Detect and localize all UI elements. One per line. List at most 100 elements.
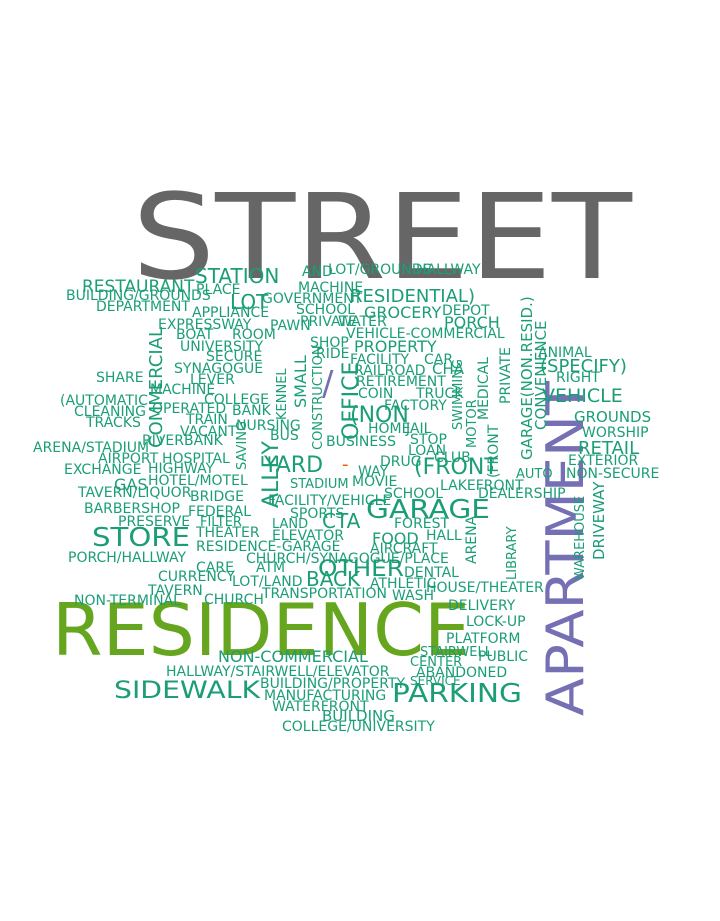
word-residence-garage: RESIDENCE-GARAGE (196, 539, 340, 555)
word-lot-grounds: LOT/GROUNDS (328, 262, 432, 278)
word-parking: PARKING (392, 679, 522, 709)
word-shop: SHOP (310, 335, 349, 351)
word-lakefront: LAKEFRONT (440, 478, 524, 494)
word-yard: YARD (263, 453, 323, 478)
word-medical: MEDICAL (476, 357, 492, 420)
word-loan: LOAN (408, 443, 446, 459)
word-auto: AUTO (516, 467, 553, 482)
word-and: AND (302, 264, 333, 280)
word-station: STATION (195, 264, 279, 288)
word-hall: HALL (426, 528, 462, 544)
word-delivery: DELIVERY (448, 598, 516, 614)
word-facility-vehicle: FACILITY/VEHICLE (268, 493, 391, 509)
word-gas: GAS (114, 475, 148, 494)
word-slash: / (322, 364, 334, 404)
word-filter: FILTER (200, 515, 242, 530)
word-sports: SPORTS (290, 506, 345, 522)
word-lot-land: LOT/LAND (232, 574, 303, 590)
word-library: LIBRARY (505, 526, 520, 580)
word-private-vert: PRIVATE (498, 347, 514, 404)
word-saving: SAVING (235, 421, 250, 470)
word-porch: PORCH (444, 313, 500, 332)
word-university: UNIVERSITY (180, 339, 264, 355)
word-front: (FRONT (414, 455, 498, 480)
word-food: FOOD (372, 529, 419, 548)
word-waterfront: WATERFRONT (272, 699, 369, 715)
word-building-property: BUILDING/PROPERTY (260, 676, 405, 692)
word-pawn: PAWN (270, 318, 311, 334)
word-lockup: LOCK-UP (466, 614, 526, 630)
word-garage: GARAGE (366, 495, 490, 525)
word-stadium: STADIUM (290, 477, 349, 492)
word-porch-hallway: PORCH/HALLWAY (68, 550, 186, 566)
word-building: BUILDING (322, 707, 395, 725)
word-bridge: BRIDGE (190, 489, 244, 505)
word-train: TRAIN (185, 412, 228, 428)
word-garage-non-res: GARAGE(NON.RESID.) (518, 296, 536, 460)
word-currency: CURRENCY (158, 569, 235, 585)
word-stop: STOP (410, 432, 447, 448)
word-construction: CONSTRUCTION (311, 345, 326, 450)
word-center: CENTER (410, 655, 462, 670)
word-appliance: APPLIANCE (192, 305, 269, 321)
word-truck: TRUCK (415, 386, 464, 402)
word-government: GOVERNMENT (262, 291, 363, 307)
word-care: CARE (196, 560, 234, 576)
word-service: SERVICE (410, 674, 461, 688)
word-platform: PLATFORM (446, 631, 520, 647)
word-motor: MOTOR (465, 399, 480, 448)
word-exchange: EXCHANGE (64, 462, 141, 478)
word-stairwell: STAIRWELL (420, 645, 493, 660)
word-depot: DEPOT (442, 303, 490, 319)
word-hotel-motel: HOTEL/MOTEL (148, 473, 248, 489)
word-cleaning: CLEANING (74, 404, 146, 420)
word-college: COLLEGE (204, 392, 269, 408)
word-jail: JAIL (405, 421, 432, 437)
word-residence: RESIDENCE (52, 588, 470, 672)
word-retail: RETAIL (578, 438, 639, 459)
word-non-commercial: NON-COMMERCIAL (218, 647, 368, 666)
word-home: HOME (368, 421, 410, 437)
word-nursing: NURSING (236, 418, 301, 434)
word-elevator: ELEVATOR (272, 528, 344, 544)
word-athletic: ATHLETIC (370, 576, 437, 592)
word-manufacturing: MANUFACTURING (264, 688, 386, 704)
word-small: SMALL (291, 355, 310, 408)
word-swimming: SWIMMING (451, 359, 466, 430)
word-commercial: COMMERCIAL (146, 327, 167, 448)
word-private: PRIVATE (300, 314, 357, 330)
word-share: SHARE (96, 370, 144, 386)
word-airport: AIRPORT (98, 451, 159, 467)
word-way: WAY (358, 464, 389, 480)
word-grocery: GROCERY (364, 303, 441, 322)
word-atm: ATM (256, 560, 285, 576)
word-railroad: RAILROAD (354, 363, 426, 379)
word-vacant: VACANT (180, 424, 237, 440)
word-coin: COIN (358, 386, 393, 402)
word-apartment: APARTMENT (536, 381, 596, 716)
word-other: OTHER (318, 557, 404, 582)
word-kennel: KENNEL (275, 368, 290, 420)
word-convenience: CONVENIENCE (532, 320, 550, 430)
word-building-grounds: BUILDING/GROUNDS (66, 288, 211, 304)
word-factory: FACTORY (384, 398, 447, 414)
word-cha: CHA (432, 360, 465, 378)
word-barbershop: BARBERSHOP (84, 501, 180, 517)
word-grounds: GROUNDS (574, 408, 651, 426)
word-specify: (SPECIFY) (540, 356, 627, 377)
word-drug: DRUG (380, 454, 422, 470)
word-house-theater: HOUSE/THEATER (426, 580, 544, 596)
word-right: RIGHT (556, 370, 600, 386)
word-restaurant: RESTAURANT (82, 277, 195, 297)
word-club: CLUB (434, 450, 471, 466)
word-theater: THEATER (195, 525, 260, 541)
word-machine: MACHINE (150, 382, 215, 398)
word-hallway-stairwell: HALLWAY/STAIRWELL/ELEVATOR (166, 664, 390, 680)
word-riverbank: RIVERBANK (142, 433, 224, 449)
word-business: BUSINESS (326, 434, 396, 450)
word-vehicle: VEHICLE (542, 385, 623, 407)
word-land: LAND (272, 517, 308, 532)
word-college-university: COLLEGE/UNIVERSITY (282, 719, 435, 735)
word-forest: FOREST (394, 516, 450, 532)
